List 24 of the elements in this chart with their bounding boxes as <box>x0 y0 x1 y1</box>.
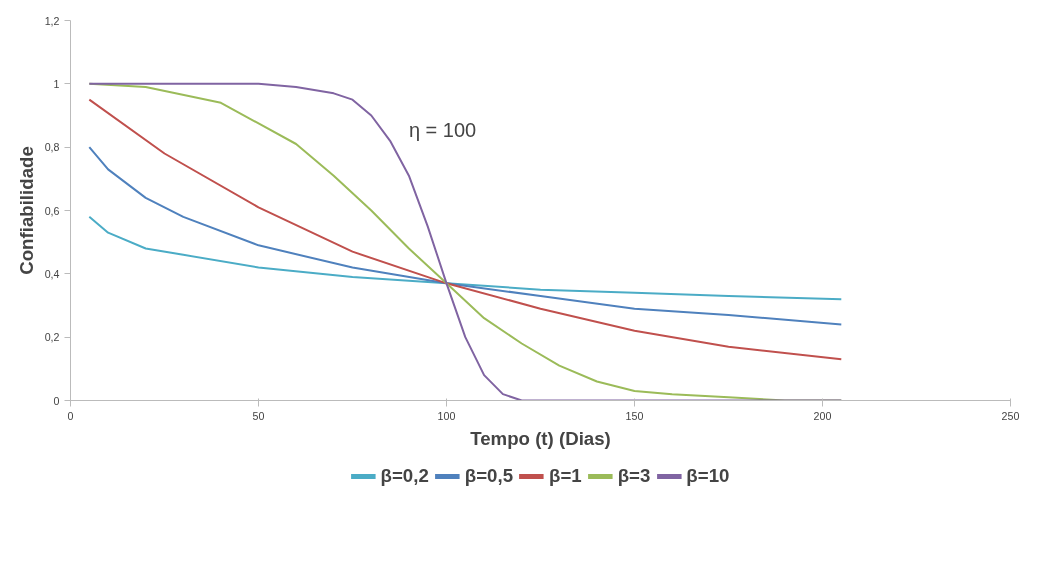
x-tick-label: 0 <box>67 409 74 422</box>
line-series <box>88 98 843 361</box>
y-tick-label: 0,6 <box>44 204 60 217</box>
y-axis-title: Confiabilidade <box>15 146 37 275</box>
x-tick-label: 200 <box>813 409 832 422</box>
x-tick-label: 50 <box>252 409 265 422</box>
y-tick-label: 0,2 <box>44 331 60 344</box>
x-tick-label: 250 <box>1001 409 1020 422</box>
legend-label: β=10 <box>686 465 730 487</box>
line-series <box>88 215 843 301</box>
legend-label: β=1 <box>549 465 582 487</box>
line-series <box>88 146 843 326</box>
legend-label: β=0,5 <box>464 465 514 487</box>
y-tick-label: 1,2 <box>44 14 60 27</box>
x-tick-label: 150 <box>625 409 644 422</box>
y-tick-label: 0 <box>53 394 60 407</box>
legend-label: β=0,2 <box>380 465 429 487</box>
y-tick-label: 0,8 <box>44 141 60 154</box>
annotation: η = 100 <box>408 118 477 141</box>
y-tick-label: 0,4 <box>44 267 60 280</box>
x-axis-title: Tempo (t) (Dias) <box>470 427 611 449</box>
legend-label: β=3 <box>617 465 651 487</box>
x-tick-label: 100 <box>437 409 456 422</box>
y-tick-label: 1 <box>53 77 60 90</box>
